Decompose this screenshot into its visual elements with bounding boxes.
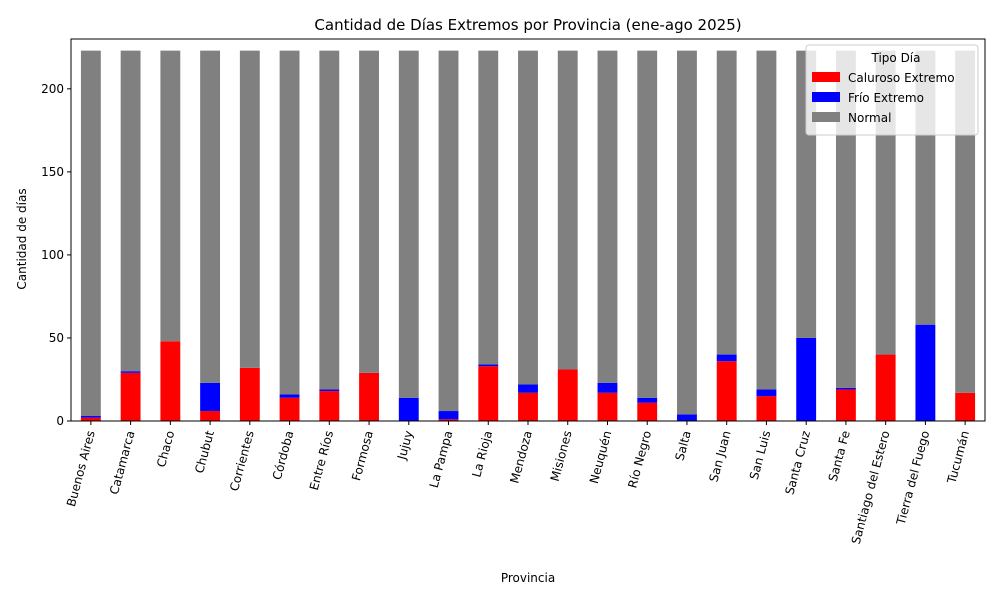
bar-2-0 bbox=[80, 50, 101, 417]
legend: Tipo Día Caluroso Extremo Frío Extremo Norm… bbox=[805, 44, 979, 136]
bar-1-21 bbox=[915, 324, 936, 421]
bar-0-7 bbox=[359, 372, 379, 421]
bar-0-4 bbox=[239, 367, 260, 421]
bar-0-5 bbox=[279, 397, 300, 421]
bar-1-16 bbox=[716, 354, 737, 362]
bar-2-2 bbox=[160, 50, 181, 342]
bar-1-11 bbox=[518, 384, 538, 393]
bar-1-15 bbox=[677, 414, 697, 421]
legend-label-0: Caluroso Extremo bbox=[848, 71, 955, 85]
bar-0-14 bbox=[637, 402, 658, 421]
bar-0-9 bbox=[438, 419, 459, 421]
bar-2-8 bbox=[398, 50, 419, 398]
legend-frame bbox=[805, 44, 979, 136]
bar-2-1 bbox=[120, 50, 141, 372]
bar-2-15 bbox=[677, 50, 697, 415]
x-tick-label-8: Jujuy bbox=[394, 429, 415, 462]
bar-2-16 bbox=[716, 50, 737, 355]
x-tick-label-18: Santa Cruz bbox=[783, 429, 814, 496]
bar-2-6 bbox=[319, 50, 340, 390]
x-tick-label-1: Catamarca bbox=[107, 429, 137, 496]
x-tick-label-7: Formosa bbox=[349, 429, 376, 482]
bar-2-13 bbox=[597, 50, 618, 383]
bar-1-9 bbox=[438, 411, 459, 420]
bar-1-8 bbox=[398, 397, 419, 421]
x-tick-label-22: Tucumán bbox=[944, 429, 972, 486]
bar-1-6 bbox=[319, 389, 340, 392]
bar-1-17 bbox=[756, 389, 777, 397]
bar-0-17 bbox=[756, 396, 777, 421]
bar-2-5 bbox=[279, 50, 300, 395]
bar-2-10 bbox=[478, 50, 499, 365]
x-tick-label-11: Mendoza bbox=[507, 429, 534, 485]
y-tick-label-0: 0 bbox=[56, 414, 64, 428]
bar-0-16 bbox=[716, 361, 737, 421]
bar-0-12 bbox=[557, 369, 578, 421]
bar-0-1 bbox=[120, 372, 141, 421]
x-tick-label-17: San Luis bbox=[747, 429, 773, 481]
x-tick-label-12: Misiones bbox=[548, 429, 575, 483]
bar-2-4 bbox=[239, 50, 260, 368]
legend-swatch-1 bbox=[812, 92, 840, 102]
y-axis-label: Cantidad de días bbox=[15, 188, 29, 289]
bar-2-3 bbox=[200, 50, 221, 383]
bar-0-22 bbox=[955, 392, 976, 421]
x-tick-label-10: La Rioja bbox=[469, 429, 495, 479]
bar-0-20 bbox=[875, 354, 896, 421]
bar-0-3 bbox=[200, 411, 221, 421]
bar-1-19 bbox=[835, 387, 856, 390]
y-tick-label-3: 150 bbox=[41, 165, 64, 179]
x-tick-label-20: Santiago del Estero bbox=[849, 429, 893, 545]
legend-label-1: Frío Extremo bbox=[848, 91, 924, 105]
bar-1-0 bbox=[80, 416, 101, 418]
y-tick-label-2: 100 bbox=[41, 248, 64, 262]
bar-0-10 bbox=[478, 366, 499, 421]
x-axis-label: Provincia bbox=[501, 571, 555, 585]
x-tick-label-15: Salta bbox=[672, 429, 693, 462]
x-axis: Buenos Aires Catamarca Chaco Chubut Corrient… bbox=[64, 421, 972, 546]
bar-2-14 bbox=[637, 50, 658, 398]
x-tick-label-3: Chubut bbox=[192, 429, 217, 475]
bar-2-17 bbox=[756, 50, 777, 390]
x-tick-label-5: Córdoba bbox=[270, 429, 297, 481]
y-axis: 0 50 100 150 200 bbox=[41, 82, 71, 428]
x-tick-label-16: San Juan bbox=[706, 429, 733, 483]
legend-swatch-0 bbox=[812, 72, 840, 82]
legend-label-2: Normal bbox=[848, 111, 891, 125]
x-tick-label-13: Neuquén bbox=[587, 429, 615, 485]
bar-0-2 bbox=[160, 341, 181, 421]
bar-1-5 bbox=[279, 394, 300, 398]
bar-2-22 bbox=[955, 50, 976, 393]
bar-2-7 bbox=[359, 50, 379, 373]
bar-0-19 bbox=[835, 389, 856, 421]
bar-1-13 bbox=[597, 382, 618, 393]
bar-0-13 bbox=[597, 392, 618, 421]
bar-1-14 bbox=[637, 397, 658, 403]
x-tick-label-0: Buenos Aires bbox=[64, 429, 98, 508]
bar-1-3 bbox=[200, 382, 221, 412]
bar-1-18 bbox=[796, 337, 817, 421]
y-tick-label-1: 50 bbox=[49, 331, 64, 345]
y-tick-label-4: 200 bbox=[41, 82, 64, 96]
bar-2-11 bbox=[518, 50, 538, 385]
x-tick-label-4: Corrientes bbox=[227, 429, 257, 493]
bar-1-1 bbox=[120, 371, 141, 373]
bar-2-9 bbox=[438, 50, 459, 412]
bar-2-12 bbox=[557, 50, 578, 370]
bars-group bbox=[80, 50, 976, 421]
x-tick-label-21: Tierra del Fuego bbox=[893, 429, 932, 527]
bar-1-10 bbox=[478, 364, 499, 367]
legend-title: Tipo Día bbox=[871, 51, 921, 65]
x-tick-label-19: Santa Fe bbox=[826, 429, 853, 483]
legend-swatch-2 bbox=[812, 112, 840, 122]
bar-0-6 bbox=[319, 391, 340, 421]
bar-0-0 bbox=[80, 417, 101, 421]
x-tick-label-6: Entre Ríos bbox=[307, 429, 336, 492]
x-tick-label-9: La Pampa bbox=[427, 429, 456, 489]
x-tick-label-14: Río Negro bbox=[625, 429, 654, 489]
chart-title: Cantidad de Días Extremos por Provincia … bbox=[314, 16, 741, 34]
x-tick-label-2: Chaco bbox=[154, 429, 177, 469]
bar-0-11 bbox=[518, 392, 538, 421]
